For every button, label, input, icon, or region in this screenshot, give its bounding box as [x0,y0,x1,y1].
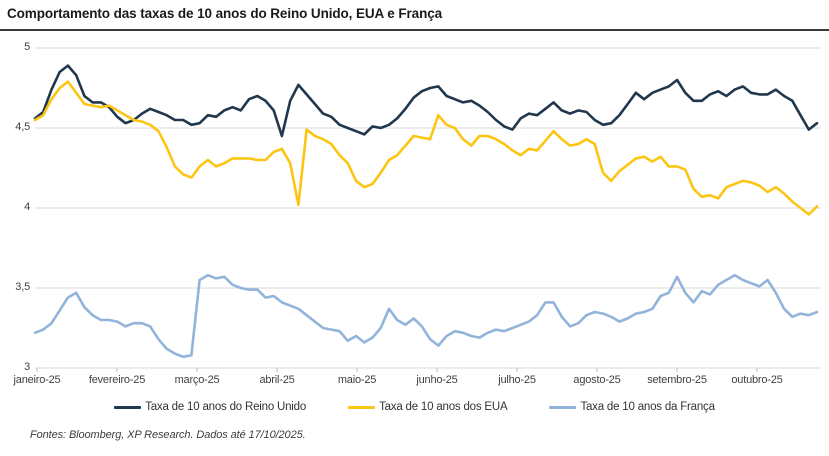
y-axis-tick-label: 4 [24,201,30,213]
y-axis-tick-label: 3 [24,361,30,373]
page-title: Comportamento das taxas de 10 anos do Re… [7,6,443,21]
x-axis-tick-label: setembro-25 [647,374,707,386]
uk-line-swatch [114,405,142,409]
x-axis-tick-label: junho-25 [416,374,458,386]
legend-label-us: Taxa de 10 anos dos EUA [379,401,508,413]
x-axis-tick-label: abril-25 [259,374,295,386]
x-axis-tick-label: fevereiro-25 [88,374,146,386]
legend-label-uk: Taxa de 10 anos do Reino Unido [145,401,307,413]
chart-legend: Taxa de 10 anos do Reino Unido Taxa de 1… [0,401,829,413]
fr-line-swatch [549,405,577,409]
x-axis-tick-label: maio-25 [337,374,377,386]
source-note: Fontes: Bloomberg, XP Research. Dados at… [30,429,306,441]
legend-item-uk: Taxa de 10 anos do Reino Unido [114,401,306,413]
legend-item-us: Taxa de 10 anos dos EUA [348,401,508,413]
us-line-swatch [348,405,376,409]
legend-label-fr: Taxa de 10 anos da França [580,401,715,413]
x-axis-tick-label: agosto-25 [573,374,621,386]
series-line-2 [33,273,819,359]
y-axis-tick-label: 4,5 [15,121,30,133]
series-line-0 [33,64,819,138]
x-axis-tick-label: outubro-25 [731,374,783,386]
title-separator-line [0,29,829,31]
series-line-1 [33,80,819,216]
x-axis-tick-label: março-25 [174,374,220,386]
legend-item-fr: Taxa de 10 anos da França [549,401,715,413]
y-axis-tick-label: 5 [24,41,30,53]
y-axis-tick-label: 3,5 [15,281,30,293]
x-axis-tick-label: janeiro-25 [13,374,61,386]
x-axis-tick-label: julho-25 [498,374,536,386]
